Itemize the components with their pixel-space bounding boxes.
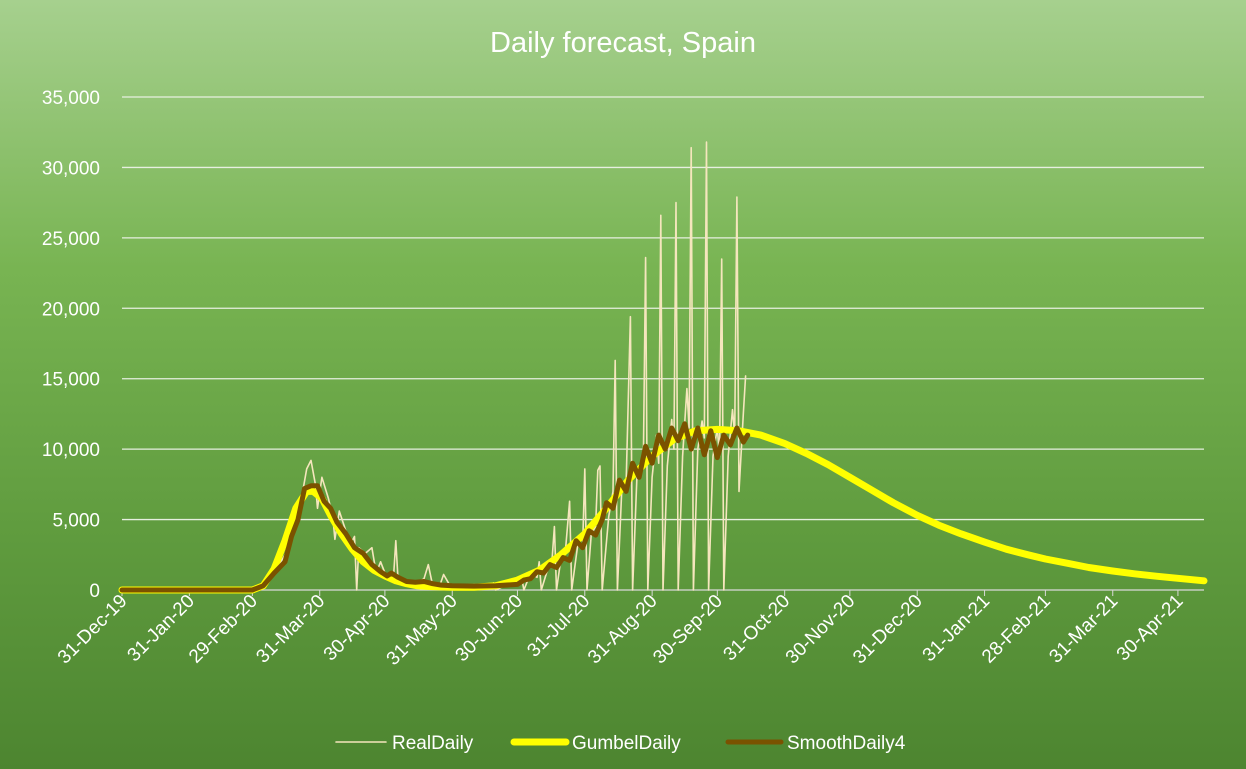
- x-tick-label: 30-Apr-21: [1113, 591, 1188, 666]
- legend-gumbeldaily: GumbelDaily: [510, 733, 681, 754]
- legend-label: GumbelDaily: [572, 733, 681, 754]
- x-tick-label: 29-Feb-20: [185, 591, 262, 668]
- legend-realdaily: RealDaily: [335, 733, 474, 754]
- x-tick-label: 31-Dec-20: [849, 591, 927, 669]
- y-tick-label: 0: [89, 581, 100, 602]
- legend-label: SmoothDaily4: [787, 733, 906, 754]
- x-tick-label: 30-Nov-20: [782, 591, 860, 669]
- y-tick-label: 15,000: [42, 370, 100, 391]
- y-axis-ticks: 0 5,000 10,000 15,000 20,000 25,000 30,000 35,0…: [42, 88, 100, 602]
- y-tick-label: 35,000: [42, 88, 100, 109]
- x-tick-label: 31-Mar-20: [252, 591, 329, 668]
- x-tick-label: 31-Aug-20: [584, 591, 662, 669]
- legend: RealDaily GumbelDaily SmoothDaily4: [335, 733, 906, 754]
- smoothdaily4-line: [119, 421, 751, 593]
- chart-title: Daily forecast, Spain: [490, 27, 756, 59]
- y-tick-label: 10,000: [42, 440, 100, 461]
- y-tick-label: 20,000: [42, 299, 100, 320]
- x-tick-label: 31-Jul-20: [523, 591, 594, 662]
- y-tick-label: 30,000: [42, 158, 100, 179]
- legend-smoothdaily4: SmoothDaily4: [725, 733, 906, 754]
- x-tick-label: 31-Mar-21: [1045, 591, 1122, 668]
- plot-area: [118, 141, 1208, 594]
- realdaily-line: [121, 141, 747, 591]
- x-axis-ticks: 31-Dec-1931-Jan-2029-Feb-2031-Mar-2030-A…: [54, 590, 1188, 670]
- legend-label: RealDaily: [392, 733, 474, 754]
- x-tick-label: 30-Jun-20: [452, 591, 527, 666]
- x-tick-label: 31-Dec-19: [54, 591, 132, 669]
- y-tick-label: 5,000: [52, 511, 100, 532]
- x-tick-label: 31-May-20: [383, 591, 462, 670]
- y-tick-label: 25,000: [42, 229, 100, 250]
- x-tick-label: 30-Sep-20: [649, 591, 727, 669]
